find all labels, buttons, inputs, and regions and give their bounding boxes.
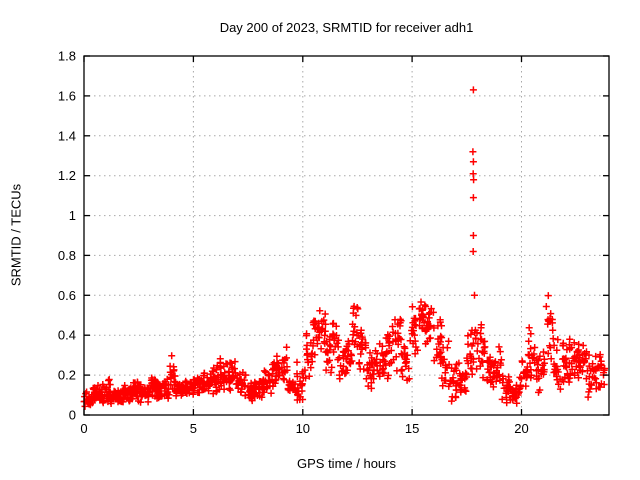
- svg-text:1.8: 1.8: [58, 49, 76, 64]
- chart-title: Day 200 of 2023, SRMTID for receiver adh…: [219, 20, 474, 35]
- svg-text:20: 20: [514, 421, 528, 436]
- svg-text:0.2: 0.2: [58, 368, 76, 383]
- svg-text:0: 0: [80, 421, 87, 436]
- svg-text:1: 1: [69, 208, 76, 223]
- svg-text:1.2: 1.2: [58, 168, 76, 183]
- svg-text:15: 15: [405, 421, 419, 436]
- svg-text:1.6: 1.6: [58, 88, 76, 103]
- svg-text:10: 10: [296, 421, 310, 436]
- svg-text:1.4: 1.4: [58, 128, 76, 143]
- x-axis-label: GPS time / hours: [297, 456, 396, 471]
- plot-border: [83, 55, 610, 416]
- svg-text:0.8: 0.8: [58, 248, 76, 263]
- svg-text:0: 0: [69, 408, 76, 423]
- tick-labels: 0 5 10 15 20 0 0.2 0.4 0.6 0.8 1 1.2 1.4 1.6 1.8: [58, 49, 529, 437]
- axis-ticks: [83, 55, 609, 416]
- svg-text:0.4: 0.4: [58, 328, 76, 343]
- svg-text:5: 5: [190, 421, 197, 436]
- scatter-points: [80, 86, 609, 410]
- svg-text:0.6: 0.6: [58, 288, 76, 303]
